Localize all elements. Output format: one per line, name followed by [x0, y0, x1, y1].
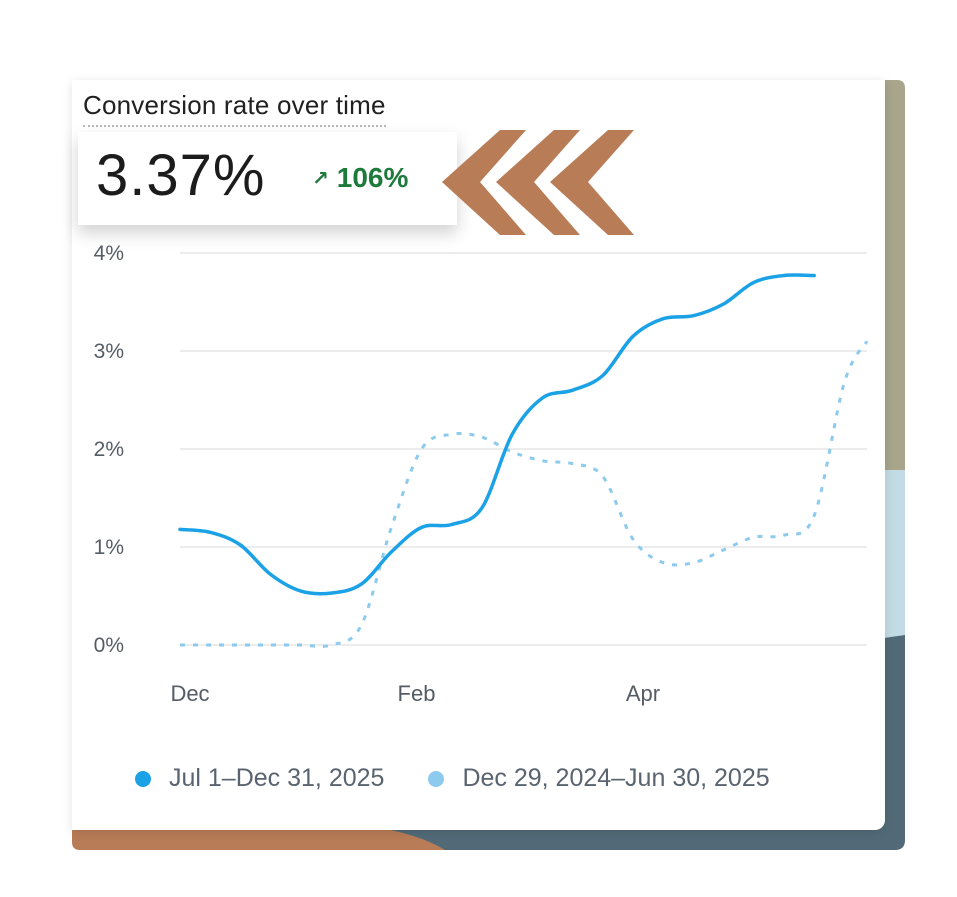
x-tick-label: Apr: [626, 681, 660, 706]
grid-and-y-axis: 0% 1% 2% 3% 4%: [94, 242, 867, 657]
metric-change-value: 106%: [336, 162, 409, 193]
metric-change-badge: ↗ 106%: [312, 162, 408, 194]
y-tick-label: 3%: [94, 340, 124, 363]
copper-backdrop-shape: [72, 828, 445, 850]
metric-summary: 3.37% ↗ 106%: [78, 132, 457, 225]
series-line-comparison: [179, 340, 869, 648]
chart-legend: Jul 1–Dec 31, 2025 Dec 29, 2024–Jun 30, …: [135, 764, 814, 793]
y-tick-label: 2%: [94, 438, 124, 461]
chevron-left-icon: [442, 130, 526, 235]
x-axis: Dec Feb Apr: [170, 681, 660, 706]
arrow-up-right-icon: ↗: [312, 167, 329, 190]
series-line-current: [178, 273, 816, 596]
line-chart: 0% 1% 2% 3% 4% Dec Feb Apr: [94, 242, 869, 706]
legend-label-current: Jul 1–Dec 31, 2025: [169, 764, 385, 792]
legend-item-comparison[interactable]: Dec 29, 2024–Jun 30, 2025: [428, 764, 770, 793]
legend-label-comparison: Dec 29, 2024–Jun 30, 2025: [462, 764, 770, 792]
legend-item-current[interactable]: Jul 1–Dec 31, 2025: [135, 764, 384, 793]
legend-swatch-comparison: [428, 770, 445, 787]
metric-value: 3.37%: [96, 143, 266, 208]
chevron-left-icon: [550, 130, 634, 235]
y-tick-label: 4%: [94, 242, 124, 265]
plot-series: [178, 273, 869, 648]
x-tick-label: Dec: [170, 681, 209, 706]
chevrons-left-icon: [442, 130, 634, 235]
legend-swatch-current: [135, 770, 151, 787]
y-tick-label: 0%: [94, 634, 124, 657]
y-tick-label: 1%: [94, 536, 124, 559]
chevron-left-icon: [496, 130, 580, 235]
x-tick-label: Feb: [398, 681, 436, 706]
chart-title: Conversion rate over time: [83, 90, 386, 127]
